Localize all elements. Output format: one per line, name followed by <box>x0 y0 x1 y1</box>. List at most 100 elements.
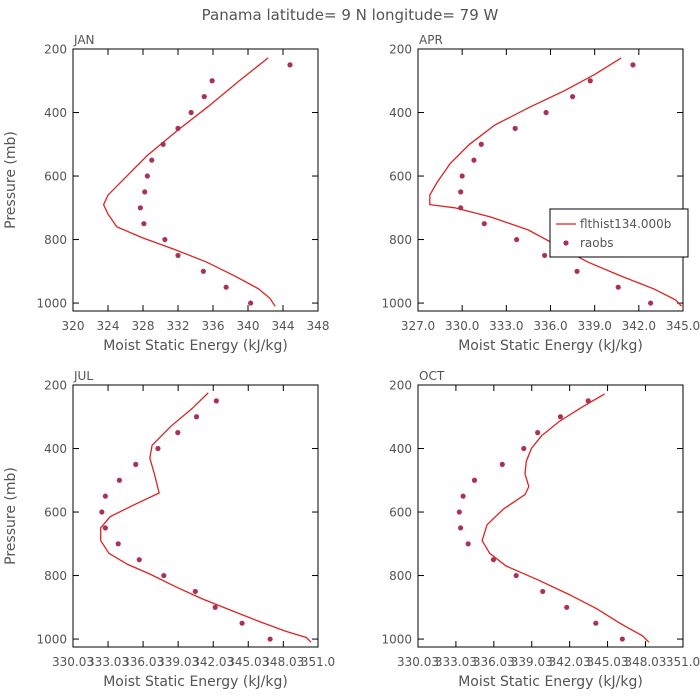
raobs-point <box>542 252 548 259</box>
plot-frame <box>72 384 319 648</box>
model-series-line <box>429 57 682 307</box>
raobs-point <box>192 588 198 595</box>
model-series-line <box>102 57 276 307</box>
panel-title: JAN <box>73 33 95 47</box>
model-series-line <box>481 393 650 643</box>
raobs-point <box>569 94 576 100</box>
raobs-point <box>535 430 541 436</box>
raobs-point <box>615 284 621 290</box>
raobs-point <box>248 300 254 306</box>
raobs-point <box>593 620 599 626</box>
y-tick-label: 800 <box>389 569 412 583</box>
raobs-point <box>201 94 207 100</box>
x-axis-label: Moist Static Energy (kJ/kg) <box>103 674 288 690</box>
x-tick-label: 327.0 <box>401 319 435 333</box>
raobs-point <box>564 604 570 610</box>
x-tick-label: 351.0 <box>666 655 700 669</box>
x-tick-label: 345.03 <box>587 655 629 669</box>
x-tick-label: 332 <box>167 319 190 333</box>
raobs-point <box>585 398 591 404</box>
raobs-point <box>456 509 462 515</box>
y-tick-label: 800 <box>389 233 412 247</box>
raobs-point <box>499 461 505 467</box>
raobs-point <box>587 78 593 84</box>
raobs-point <box>465 541 471 547</box>
raobs-point <box>460 493 466 499</box>
raobs-point <box>239 620 245 626</box>
raobs-point <box>188 109 194 116</box>
x-tick-label: 336.03 <box>122 655 164 669</box>
raobs-point <box>481 221 487 227</box>
plot-frame <box>72 48 319 312</box>
legend-model-label: flthist134.000b <box>580 217 671 231</box>
y-tick-label: 1000 <box>36 633 67 647</box>
x-tick-label: 339.0 <box>577 319 611 333</box>
raobs-point <box>133 461 139 467</box>
x-tick-label: 348.03 <box>624 655 666 669</box>
raobs-point <box>458 205 464 211</box>
raobs-point <box>521 445 527 452</box>
y-tick-label: 600 <box>44 170 67 184</box>
x-tick-label: 339.03 <box>157 655 199 669</box>
x-tick-label: 330.0 <box>445 319 479 333</box>
y-tick-label: 800 <box>44 233 67 247</box>
x-tick-label: 342.03 <box>549 655 591 669</box>
x-axis-label: Moist Static Energy (kJ/kg) <box>458 338 643 354</box>
raobs-point <box>267 636 273 642</box>
panel-apr: APR 200 400 600 800 1000 327.0 330.0 333.0 336.0 3… <box>381 33 700 354</box>
raobs-point <box>155 445 161 452</box>
x-axis-label: Moist Static Energy (kJ/kg) <box>103 338 288 354</box>
panel-jan: JAN 200 400 600 800 1000 320 324 328 332 336 340 344… <box>3 33 329 354</box>
raobs-point <box>137 205 143 211</box>
legend: flthist134.000b raobs <box>549 208 689 258</box>
raobs-point <box>648 300 654 306</box>
raobs-point <box>574 268 580 274</box>
panel-title: APR <box>419 33 443 47</box>
raobs-point <box>144 173 150 179</box>
raobs-point <box>619 636 625 642</box>
raobs-point <box>471 157 477 163</box>
raobs-point <box>490 557 497 563</box>
x-tick-label: 351.0 <box>301 655 335 669</box>
raobs-point <box>287 62 293 68</box>
raobs-point <box>116 477 122 483</box>
raobs-point <box>543 109 549 116</box>
x-tick-label: 342.0 <box>622 319 656 333</box>
raobs-point <box>514 236 520 243</box>
panel-oct: OCT 200 400 600 800 1000 330.03333.03336.03339… <box>381 369 700 690</box>
y-tick-label: 200 <box>389 379 412 393</box>
x-tick-label: 345.0 <box>666 319 700 333</box>
x-tick-label: 336 <box>202 319 225 333</box>
panel-title: JUL <box>73 369 93 383</box>
y-tick-label: 1000 <box>36 297 67 311</box>
panel-jul: JUL 200 400 600 800 1000 330.03333.03336.03339… <box>3 369 335 690</box>
y-tick-label: 600 <box>44 506 67 520</box>
y-tick-label: 200 <box>389 43 412 57</box>
y-axis-label: Pressure (mb) <box>3 467 19 565</box>
x-axis-label: Moist Static Energy (kJ/kg) <box>458 674 643 690</box>
raobs-point <box>512 125 518 131</box>
y-tick-label: 600 <box>389 506 412 520</box>
y-tick-label: 800 <box>44 569 67 583</box>
raobs-point <box>540 588 546 595</box>
y-tick-label: 400 <box>389 106 412 120</box>
raobs-point <box>175 125 181 131</box>
x-tick-label: 345.03 <box>227 655 269 669</box>
raobs-point <box>160 141 166 147</box>
x-tick-label: 324 <box>97 319 120 333</box>
x-tick-label: 330.03 <box>397 655 439 669</box>
raobs-point <box>175 430 181 436</box>
raobs-point <box>115 541 121 547</box>
chart-title: Panama latitude= 9 N longitude= 79 W <box>202 6 499 24</box>
raobs-point <box>478 141 484 147</box>
raobs-point <box>471 477 478 483</box>
raobs-point <box>457 525 464 531</box>
y-axis-label: Pressure (mb) <box>3 131 19 229</box>
raobs-point <box>99 509 105 515</box>
x-tick-label: 339.03 <box>511 655 553 669</box>
raobs-point <box>102 493 108 499</box>
x-tick-label: 336.03 <box>473 655 515 669</box>
y-tick-label: 200 <box>44 43 67 57</box>
raobs-point <box>212 604 218 610</box>
